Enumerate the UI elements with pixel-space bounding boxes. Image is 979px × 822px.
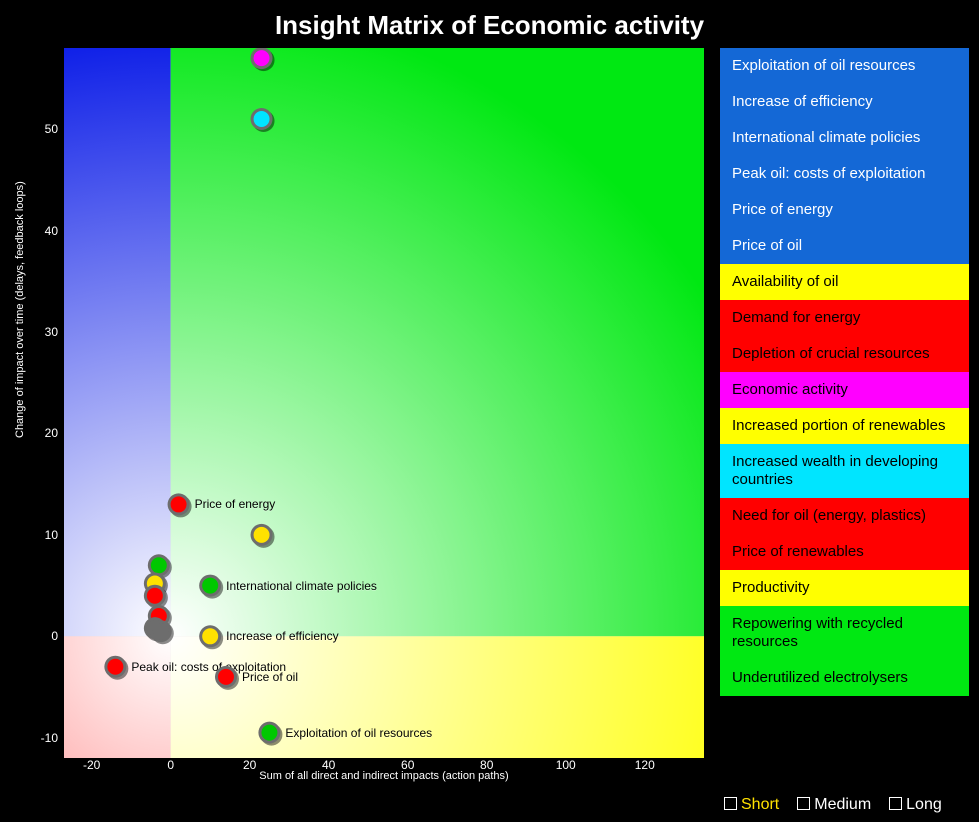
legend-item[interactable]: Depletion of crucial resources bbox=[720, 336, 969, 372]
data-point[interactable] bbox=[261, 725, 277, 741]
y-tick: 30 bbox=[18, 325, 58, 339]
data-point[interactable] bbox=[254, 527, 270, 543]
data-point[interactable] bbox=[147, 588, 163, 604]
y-tick: 0 bbox=[18, 629, 58, 643]
y-tick: 20 bbox=[18, 426, 58, 440]
x-tick: 100 bbox=[546, 758, 586, 772]
data-point[interactable] bbox=[107, 659, 123, 675]
data-point[interactable] bbox=[202, 628, 218, 644]
legend-item[interactable]: Economic activity bbox=[720, 372, 969, 408]
legend-item[interactable]: Price of energy bbox=[720, 192, 969, 228]
legend-item[interactable]: Increase of efficiency bbox=[720, 84, 969, 120]
scatter-plot: Price of energyInternational climate pol… bbox=[64, 48, 704, 758]
legend-item[interactable]: Increased portion of renewables bbox=[720, 408, 969, 444]
y-tick: 50 bbox=[18, 122, 58, 136]
x-tick: -20 bbox=[72, 758, 112, 772]
horizon-medium: Medium bbox=[797, 796, 871, 814]
legend-item[interactable]: Price of renewables bbox=[720, 534, 969, 570]
square-icon bbox=[889, 797, 902, 810]
x-tick: 80 bbox=[467, 758, 507, 772]
legend-item[interactable]: Need for oil (energy, plastics) bbox=[720, 498, 969, 534]
legend-item[interactable]: Underutilized electrolysers bbox=[720, 660, 969, 696]
y-tick: 40 bbox=[18, 224, 58, 238]
legend-panel: Exploitation of oil resourcesIncrease of… bbox=[720, 48, 969, 788]
time-horizon-legend: Short Medium Long bbox=[720, 792, 969, 818]
data-point[interactable] bbox=[202, 578, 218, 594]
data-point[interactable] bbox=[254, 111, 270, 127]
legend-item[interactable]: Demand for energy bbox=[720, 300, 969, 336]
main-area: Change of impact over time (delays, feed… bbox=[0, 48, 979, 822]
y-tick: -10 bbox=[18, 731, 58, 745]
legend-item[interactable]: Peak oil: costs of exploitation bbox=[720, 156, 969, 192]
x-tick: 40 bbox=[309, 758, 349, 772]
legend-item[interactable]: Increased wealth in developing countries bbox=[720, 444, 969, 498]
legend-item[interactable]: Availability of oil bbox=[720, 264, 969, 300]
legend-item[interactable]: Exploitation of oil resources bbox=[720, 48, 969, 84]
y-tick: 10 bbox=[18, 528, 58, 542]
data-point[interactable] bbox=[153, 623, 169, 639]
data-point[interactable] bbox=[151, 557, 167, 573]
data-point[interactable] bbox=[218, 669, 234, 685]
y-axis-label: Change of impact over time (delays, feed… bbox=[14, 181, 26, 438]
square-icon bbox=[797, 797, 810, 810]
chart-container: Change of impact over time (delays, feed… bbox=[12, 48, 712, 788]
legend-item[interactable]: Repowering with recycled resources bbox=[720, 606, 969, 660]
x-tick: 0 bbox=[151, 758, 191, 772]
legend-item[interactable]: Price of oil bbox=[720, 228, 969, 264]
x-tick: 60 bbox=[388, 758, 428, 772]
horizon-long: Long bbox=[889, 796, 942, 814]
data-point[interactable] bbox=[171, 496, 187, 512]
legend-item[interactable]: Productivity bbox=[720, 570, 969, 606]
data-point[interactable] bbox=[254, 50, 270, 66]
x-tick: 20 bbox=[230, 758, 270, 772]
square-icon bbox=[724, 797, 737, 810]
chart-title: Insight Matrix of Economic activity bbox=[0, 0, 979, 47]
x-tick: 120 bbox=[625, 758, 665, 772]
legend-item[interactable]: International climate policies bbox=[720, 120, 969, 156]
horizon-short: Short bbox=[724, 796, 779, 814]
